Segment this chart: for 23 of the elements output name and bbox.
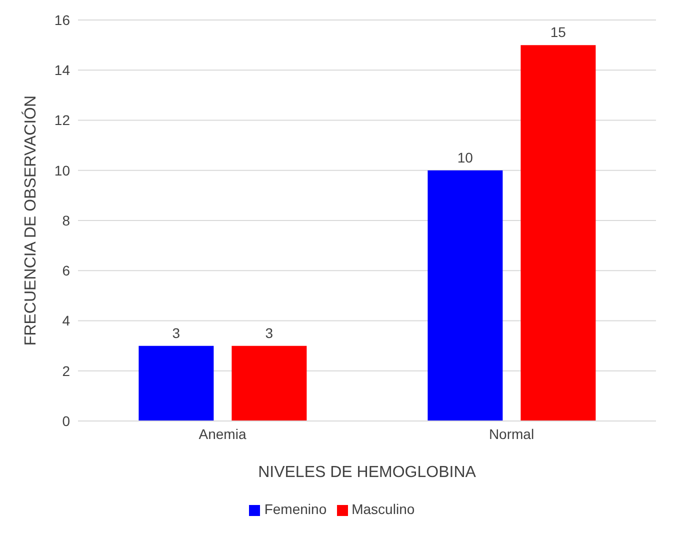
legend-label: Femenino bbox=[264, 501, 327, 517]
y-tick-label: 16 bbox=[54, 12, 70, 28]
y-tick-label: 4 bbox=[62, 312, 70, 329]
y-tick-label: 12 bbox=[54, 112, 70, 128]
bar bbox=[232, 346, 307, 421]
bar bbox=[428, 170, 503, 421]
x-axis-title: NIVELES DE HEMOGLOBINA bbox=[258, 464, 476, 481]
y-tick-label: 8 bbox=[62, 212, 70, 228]
bar bbox=[520, 45, 596, 421]
y-tick-label: 2 bbox=[62, 362, 70, 379]
data-label: 3 bbox=[172, 324, 180, 341]
data-label: 3 bbox=[265, 324, 274, 341]
y-tick-label: 0 bbox=[62, 412, 70, 429]
y-tick-label: 10 bbox=[54, 162, 70, 178]
y-tick-label: 14 bbox=[54, 62, 70, 78]
data-label: 10 bbox=[457, 149, 474, 166]
bar bbox=[138, 346, 214, 421]
y-tick-label: 6 bbox=[62, 262, 70, 279]
x-tick-label: Anemia bbox=[198, 426, 246, 442]
data-label: 15 bbox=[550, 24, 566, 40]
x-tick-label: Normal bbox=[488, 426, 534, 442]
y-axis-title: FRECUENCIA DE OBSERVACIÓN bbox=[22, 95, 40, 346]
legend-label: Masculino bbox=[352, 501, 415, 517]
